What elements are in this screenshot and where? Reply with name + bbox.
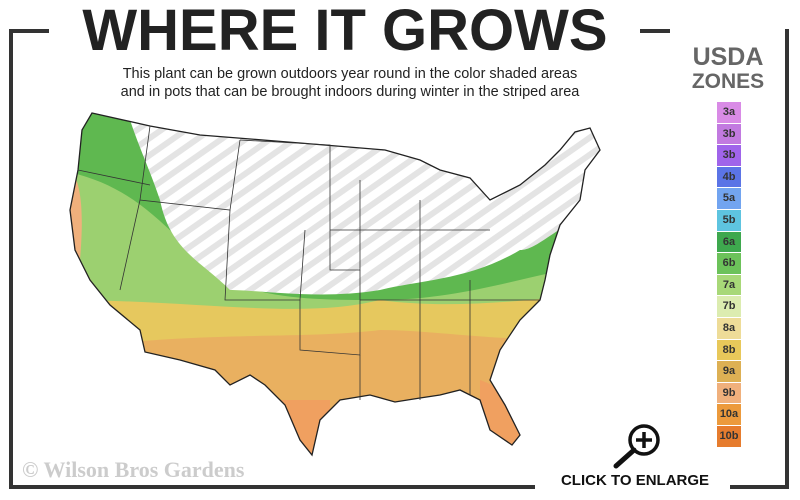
zone-swatch-5b: 5b	[717, 209, 741, 231]
zone-swatch-7b: 7b	[717, 296, 741, 317]
zone-swatch-9a: 9a	[717, 361, 741, 382]
zone-swatch-3a: 3a	[717, 102, 741, 123]
zone-swatch-6a: 6a	[717, 231, 741, 253]
legend-title-line2: ZONES	[691, 70, 765, 93]
zone-swatch-10a: 10a	[717, 404, 741, 425]
click-to-enlarge-button[interactable]: CLICK TO ENLARGE	[560, 472, 710, 489]
page-title: WHERE IT GROWS	[50, 0, 640, 62]
legend-title-line1: USDA	[692, 43, 764, 71]
zone-swatch-5a: 5a	[717, 188, 741, 209]
state-borders	[77, 125, 540, 400]
zone-swatch-3b: 3b	[717, 123, 741, 145]
magnifier-plus-icon[interactable]	[610, 422, 666, 470]
zone-swatch-4b: 4b	[717, 166, 741, 188]
subtitle-line: and in pots that can be brought indoors …	[120, 84, 580, 100]
legend-title: USDA ZONES	[672, 44, 784, 94]
zone-swatch-7a: 7a	[717, 274, 741, 296]
zone-swatch-6b: 6b	[717, 253, 741, 274]
zone-legend: 3a 3b 3b 4b 5a 5b 6a 6b 7a 7b 8a 8b 9a 9b 10a 10b	[717, 102, 741, 448]
zone-swatch-3b: 3b	[717, 145, 741, 166]
frame-left	[9, 29, 13, 489]
frame-bottom-left	[9, 485, 535, 489]
frame-top-left	[9, 29, 49, 33]
frame-top-right	[640, 29, 670, 33]
zone-swatch-10b: 10b	[717, 425, 741, 447]
frame-right	[785, 29, 789, 489]
zone-swatch-8a: 8a	[717, 317, 741, 339]
subtitle-line: This plant can be grown outdoors year ro…	[122, 66, 578, 82]
zone-swatch-8b: 8b	[717, 339, 741, 361]
subtitle: This plant can be grown outdoors year ro…	[30, 65, 670, 101]
zone-swatch-9b: 9b	[717, 382, 741, 404]
frame-bottom-right	[730, 485, 789, 489]
copyright-watermark: © Wilson Bros Gardens	[22, 457, 245, 482]
